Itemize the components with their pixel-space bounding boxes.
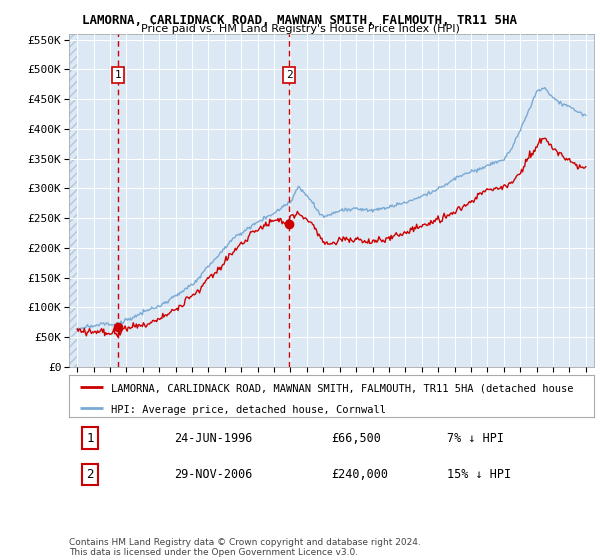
- Text: 29-NOV-2006: 29-NOV-2006: [174, 468, 253, 481]
- Bar: [69, 34, 77, 367]
- Text: Contains HM Land Registry data © Crown copyright and database right 2024.
This d: Contains HM Land Registry data © Crown c…: [69, 538, 421, 557]
- Text: 2: 2: [286, 70, 292, 80]
- Text: £240,000: £240,000: [331, 468, 389, 481]
- Text: 15% ↓ HPI: 15% ↓ HPI: [447, 468, 511, 481]
- Text: 1: 1: [115, 70, 121, 80]
- Text: 2: 2: [86, 468, 94, 481]
- Text: £66,500: £66,500: [331, 432, 382, 445]
- Text: HPI: Average price, detached house, Cornwall: HPI: Average price, detached house, Corn…: [111, 405, 386, 414]
- Text: 7% ↓ HPI: 7% ↓ HPI: [447, 432, 504, 445]
- Text: 24-JUN-1996: 24-JUN-1996: [174, 432, 253, 445]
- Text: LAMORNA, CARLIDNACK ROAD, MAWNAN SMITH, FALMOUTH, TR11 5HA: LAMORNA, CARLIDNACK ROAD, MAWNAN SMITH, …: [83, 14, 517, 27]
- Text: LAMORNA, CARLIDNACK ROAD, MAWNAN SMITH, FALMOUTH, TR11 5HA (detached house: LAMORNA, CARLIDNACK ROAD, MAWNAN SMITH, …: [111, 384, 574, 394]
- Text: 1: 1: [86, 432, 94, 445]
- Text: Price paid vs. HM Land Registry's House Price Index (HPI): Price paid vs. HM Land Registry's House …: [140, 24, 460, 34]
